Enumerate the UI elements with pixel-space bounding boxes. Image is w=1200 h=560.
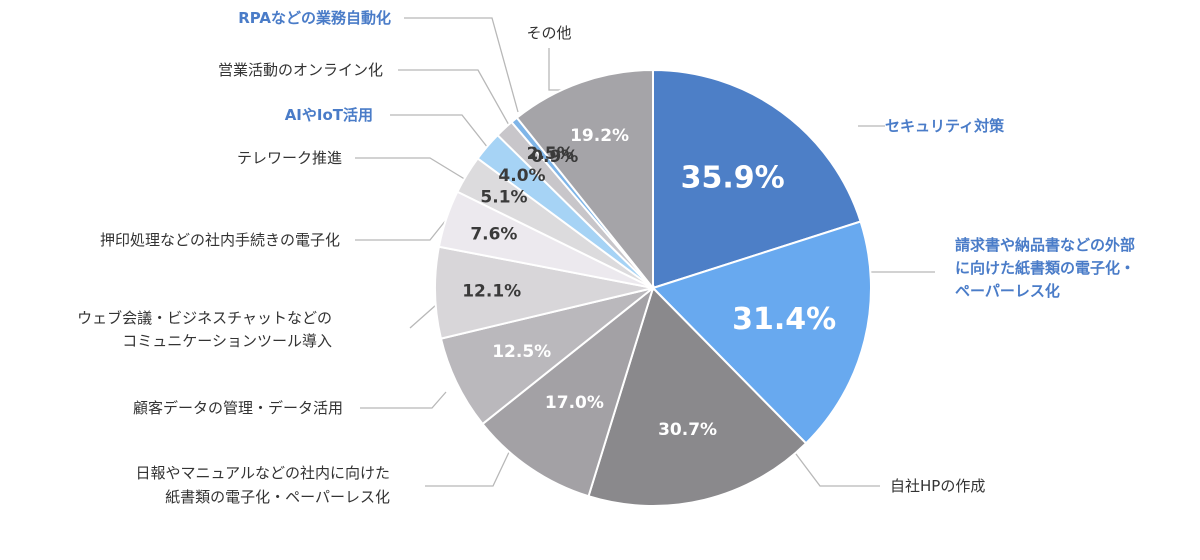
leader-line — [425, 449, 511, 487]
percent-label: 12.1% — [462, 282, 521, 302]
leader-line — [355, 214, 451, 241]
pie-slice — [652, 68, 862, 290]
category-label: RPAなどの業務自動化 — [238, 9, 391, 27]
leader-line — [789, 445, 880, 487]
percent-label: 31.4% — [732, 302, 836, 337]
pie-slice — [587, 286, 808, 507]
category-label: AIやIoT活用 — [285, 106, 373, 124]
category-label: テレワーク推進 — [237, 149, 342, 167]
percent-label: 12.5% — [492, 342, 551, 362]
category-label: 営業活動のオンライン化 — [218, 61, 383, 79]
category-label: ウェブ会議・ビジネスチャットなどのコミュニケーションツール導入 — [77, 309, 332, 350]
leader-lines — [355, 17, 935, 487]
category-label: 自社HPの作成 — [890, 477, 985, 495]
category-label: 請求書や納品書などの外部に向けた紙書類の電子化・ペーパーレス化 — [955, 236, 1135, 300]
percent-label: 2.5% — [527, 144, 574, 164]
category-label: 顧客データの管理・データ活用 — [133, 399, 343, 417]
percent-label: 4.0% — [498, 166, 545, 186]
percent-label: 30.7% — [658, 420, 717, 440]
percent-label: 5.1% — [480, 187, 527, 207]
percent-label: 7.6% — [470, 225, 517, 245]
percent-label: 35.9% — [681, 160, 785, 195]
pie-slice — [515, 68, 654, 291]
percent-label: 17.0% — [545, 393, 604, 413]
percent-labels: 35.9% 31.4% 30.7% 17.0% 12.5% 12.1% 7.6% 5.1%4.… — [462, 126, 836, 440]
leader-line — [398, 69, 511, 128]
pie-slices — [434, 68, 872, 507]
leader-line — [390, 114, 489, 149]
pie-slice — [651, 220, 872, 445]
category-label: その他 — [526, 24, 571, 42]
category-label: 押印処理などの社内手続きの電子化 — [100, 231, 340, 249]
category-labels: セキュリティ対策請求書や納品書などの外部に向けた紙書類の電子化・ペーパーレス化自… — [77, 9, 1135, 506]
percent-label: 19.2% — [570, 126, 629, 146]
percent-label: 0.9% — [531, 147, 578, 167]
leader-line — [360, 391, 447, 409]
category-label: セキュリティ対策 — [885, 117, 1005, 135]
leader-line — [409, 304, 437, 329]
leader-line — [404, 17, 519, 113]
leader-line — [355, 157, 477, 187]
leader-line — [548, 48, 565, 91]
pie-slice — [481, 285, 655, 498]
category-label: 日報やマニュアルなどの社内に向けた紙書類の電子化・ペーパーレス化 — [135, 464, 390, 506]
